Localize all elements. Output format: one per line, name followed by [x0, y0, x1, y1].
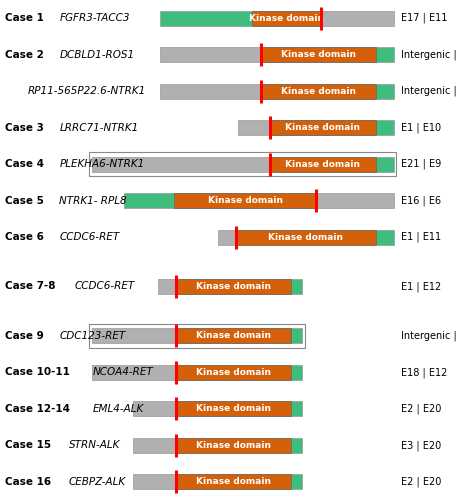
Text: Case 6: Case 6 — [5, 232, 47, 242]
Text: Kinase domain: Kinase domain — [285, 160, 360, 168]
Bar — [316, 193, 394, 208]
Bar — [124, 193, 316, 208]
Bar — [236, 230, 376, 245]
Text: Kinase domain: Kinase domain — [285, 123, 360, 132]
Text: STRN-ALK: STRN-ALK — [69, 440, 120, 450]
Text: RP11-565P22.6-NTRK1: RP11-565P22.6-NTRK1 — [27, 86, 146, 96]
Text: Case 16: Case 16 — [5, 477, 55, 487]
Bar — [261, 47, 394, 62]
Text: EML4-ALK: EML4-ALK — [93, 404, 144, 414]
Bar — [270, 120, 376, 136]
Text: E1 | E11: E1 | E11 — [401, 232, 441, 242]
Bar — [89, 152, 396, 176]
Text: Case 15: Case 15 — [5, 440, 55, 450]
Bar — [89, 324, 305, 348]
Bar — [92, 156, 270, 172]
Text: Intergenic | E35: Intergenic | E35 — [401, 50, 458, 60]
Text: Case 7-8: Case 7-8 — [5, 282, 59, 292]
Text: Kinase domain: Kinase domain — [196, 478, 271, 486]
Text: Case 2: Case 2 — [5, 50, 47, 59]
Bar — [174, 193, 316, 208]
Bar — [176, 328, 291, 344]
Text: LRRC71-NTRK1: LRRC71-NTRK1 — [60, 122, 139, 132]
Bar — [176, 364, 302, 380]
Bar — [236, 230, 394, 245]
Text: E1 | E10: E1 | E10 — [401, 122, 441, 133]
Bar — [270, 156, 394, 172]
Text: Case 1: Case 1 — [5, 13, 47, 23]
Bar — [133, 474, 176, 490]
Bar — [252, 10, 321, 26]
Text: CDC123-RET: CDC123-RET — [59, 331, 125, 341]
Bar — [176, 438, 291, 453]
Text: E18 | E12: E18 | E12 — [401, 367, 447, 378]
Bar — [176, 401, 302, 416]
Text: Kinase domain: Kinase domain — [249, 14, 324, 22]
Text: Case 3: Case 3 — [5, 122, 47, 132]
Text: FGFR3-TACC3: FGFR3-TACC3 — [60, 13, 130, 23]
Bar — [176, 438, 302, 453]
Text: DCBLD1-ROS1: DCBLD1-ROS1 — [60, 50, 135, 59]
Text: E2 | E20: E2 | E20 — [401, 476, 441, 487]
Bar — [160, 47, 261, 62]
Text: Case 10-11: Case 10-11 — [5, 368, 73, 378]
Text: E1 | E12: E1 | E12 — [401, 281, 441, 291]
Bar — [92, 328, 176, 344]
Bar — [133, 438, 176, 453]
Text: CCDC6-RET: CCDC6-RET — [74, 282, 135, 292]
Text: Intergenic | E9: Intergenic | E9 — [401, 86, 458, 97]
Text: Kinase domain: Kinase domain — [196, 282, 271, 291]
Text: Kinase domain: Kinase domain — [196, 332, 271, 340]
Text: NCOA4-RET: NCOA4-RET — [93, 368, 154, 378]
Text: NTRK1- RPL8: NTRK1- RPL8 — [60, 196, 127, 205]
Bar — [176, 328, 302, 344]
Text: Kinase domain: Kinase domain — [196, 404, 271, 413]
Text: PLEKHA6-NTRK1: PLEKHA6-NTRK1 — [60, 159, 145, 169]
Text: E3 | E20: E3 | E20 — [401, 440, 441, 450]
Bar — [176, 401, 291, 416]
Bar — [176, 474, 302, 490]
Text: Case 12-14: Case 12-14 — [5, 404, 73, 414]
Text: Kinase domain: Kinase domain — [207, 196, 283, 205]
Bar — [238, 120, 270, 136]
Text: E2 | E20: E2 | E20 — [401, 404, 441, 414]
Bar — [176, 474, 291, 490]
Text: CEBPZ-ALK: CEBPZ-ALK — [69, 477, 126, 487]
Bar — [321, 10, 394, 26]
Bar — [218, 230, 236, 245]
Text: Kinase domain: Kinase domain — [196, 441, 271, 450]
Text: Case 5: Case 5 — [5, 196, 47, 205]
Text: Case 9: Case 9 — [5, 331, 47, 341]
Bar — [270, 120, 394, 136]
Bar — [261, 84, 394, 99]
Text: Case 4: Case 4 — [5, 159, 47, 169]
Bar — [160, 84, 261, 99]
Text: Kinase domain: Kinase domain — [268, 232, 343, 241]
Bar — [261, 47, 376, 62]
Text: Kinase domain: Kinase domain — [281, 86, 356, 96]
Text: Kinase domain: Kinase domain — [281, 50, 356, 59]
Text: CCDC6-RET: CCDC6-RET — [60, 232, 120, 242]
Bar — [176, 279, 291, 294]
Text: Kinase domain: Kinase domain — [196, 368, 271, 377]
Bar — [176, 364, 291, 380]
Text: E17 | E11: E17 | E11 — [401, 13, 447, 24]
Bar — [270, 156, 376, 172]
Bar — [160, 10, 321, 26]
Bar — [176, 279, 302, 294]
Bar — [158, 279, 176, 294]
Bar — [133, 401, 176, 416]
Bar — [261, 84, 376, 99]
Text: Intergenic | E12: Intergenic | E12 — [401, 330, 458, 341]
Text: E21 | E9: E21 | E9 — [401, 159, 441, 170]
Bar — [92, 364, 176, 380]
Text: E16 | E6: E16 | E6 — [401, 196, 441, 206]
